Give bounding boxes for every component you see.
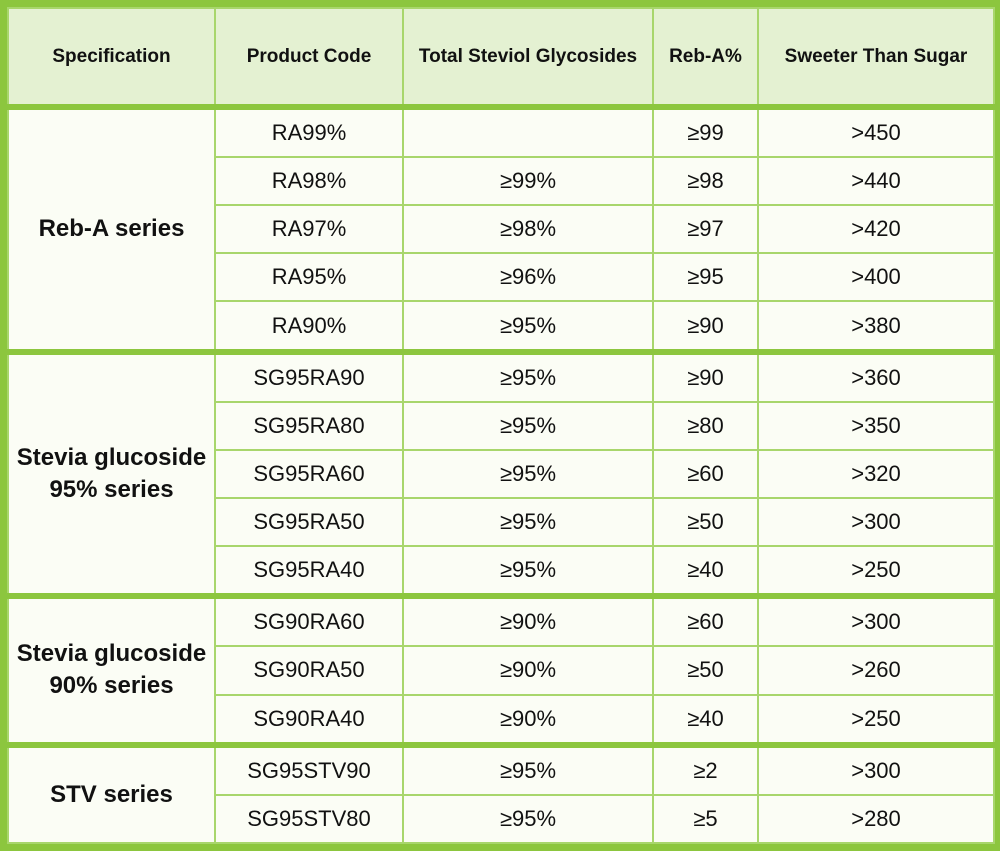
table-row: STV series SG95STV90 ≥95% ≥2 >300 xyxy=(7,741,995,845)
reb-a-percent: ≥50 xyxy=(652,645,759,696)
reb-a-percent: ≥90 xyxy=(652,300,759,353)
table-row: Stevia glucoside 95% series SG95RA90 ≥95% ≥… xyxy=(7,348,995,598)
product-code: RA98% xyxy=(214,156,404,207)
sweetness: >280 xyxy=(757,793,995,845)
total-steviol-glycosides: ≥99% xyxy=(402,156,654,207)
table-row: SG90RA40 ≥90% ≥40 >250 xyxy=(8,693,995,746)
reb-a-percent: ≥80 xyxy=(652,400,759,451)
total-steviol-glycosides: ≥95% xyxy=(402,793,654,845)
product-code: RA97% xyxy=(214,204,404,255)
series-label: STV series xyxy=(7,741,216,845)
table-row: Stevia glucoside 90% series SG90RA60 ≥90% ≥… xyxy=(7,593,995,746)
total-steviol-glycosides: ≥95% xyxy=(402,497,654,548)
total-steviol-glycosides: ≥95% xyxy=(402,400,654,451)
total-steviol-glycosides: ≥95% xyxy=(402,448,654,500)
sweetness: >320 xyxy=(757,448,995,500)
total-steviol-glycosides: ≥90% xyxy=(402,693,654,746)
header-row: Specification Product Code Total Steviol G… xyxy=(7,7,995,108)
product-code: SG90RA60 xyxy=(214,593,404,648)
reb-a-percent: ≥99 xyxy=(652,103,759,159)
sweetness: >450 xyxy=(757,103,995,159)
series-label: Stevia glucoside 90% series xyxy=(7,593,216,746)
table-row: SG95RA50 ≥95% ≥50 >300 xyxy=(8,497,995,548)
product-code: SG95RA60 xyxy=(214,448,404,500)
product-code: SG90RA40 xyxy=(214,693,404,746)
reb-a-percent: ≥90 xyxy=(652,348,759,403)
total-steviol-glycosides: ≥95% xyxy=(402,545,654,598)
table-row: SG95RA60 ≥95% ≥60 >320 xyxy=(8,448,995,500)
header-cell: Sweeter Than Sugar xyxy=(757,7,995,108)
sweetness: >420 xyxy=(757,204,995,255)
table-row: SG95RA40 ≥95% ≥40 >250 xyxy=(8,545,995,598)
sweetness: >400 xyxy=(757,252,995,303)
table-row: Reb-A series RA99% ≥99 >450 xyxy=(7,103,995,353)
header-cell: Specification xyxy=(7,7,216,108)
reb-a-percent: ≥60 xyxy=(652,448,759,500)
table-row: RA98% ≥99% ≥98 >440 xyxy=(8,156,995,207)
table-row: SG90RA50 ≥90% ≥50 >260 xyxy=(8,645,995,696)
product-code: SG95RA40 xyxy=(214,545,404,598)
table-row: RA90% ≥95% ≥90 >380 xyxy=(8,300,995,353)
total-steviol-glycosides: ≥95% xyxy=(402,348,654,403)
product-code: SG95RA50 xyxy=(214,497,404,548)
reb-a-percent: ≥2 xyxy=(652,741,759,796)
product-code: RA95% xyxy=(214,252,404,303)
product-code: SG95RA80 xyxy=(214,400,404,451)
header-cell: Total Steviol Glycosides xyxy=(402,7,654,108)
empty-cell xyxy=(402,103,654,159)
sweetness: >250 xyxy=(757,545,995,598)
sweetness: >300 xyxy=(757,741,995,796)
total-steviol-glycosides: ≥98% xyxy=(402,204,654,255)
reb-a-percent: ≥40 xyxy=(652,545,759,598)
product-code: SG90RA50 xyxy=(214,645,404,696)
sweetness: >380 xyxy=(757,300,995,353)
sweetness: >350 xyxy=(757,400,995,451)
total-steviol-glycosides: ≥90% xyxy=(402,645,654,696)
product-code: SG95STV80 xyxy=(214,793,404,845)
spec-table: Specification Product Code Total Steviol G… xyxy=(7,7,995,845)
table-row: RA97% ≥98% ≥97 >420 xyxy=(8,204,995,255)
reb-a-percent: ≥50 xyxy=(652,497,759,548)
reb-a-percent: ≥95 xyxy=(652,252,759,303)
total-steviol-glycosides: ≥95% xyxy=(402,300,654,353)
table-row: SG95STV80 ≥95% ≥5 >280 xyxy=(8,793,995,845)
product-code: RA99% xyxy=(214,103,404,159)
product-code: SG95STV90 xyxy=(214,741,404,796)
table-row: RA95% ≥96% ≥95 >400 xyxy=(8,252,995,303)
sweetness: >440 xyxy=(757,156,995,207)
sweetness: >260 xyxy=(757,645,995,696)
header-cell: Product Code xyxy=(214,7,404,108)
sweetness: >300 xyxy=(757,593,995,648)
product-code: RA90% xyxy=(214,300,404,353)
reb-a-percent: ≥97 xyxy=(652,204,759,255)
header-cell: Reb-A% xyxy=(652,7,759,108)
reb-a-percent: ≥40 xyxy=(652,693,759,746)
sweetness: >360 xyxy=(757,348,995,403)
reb-a-percent: ≥5 xyxy=(652,793,759,845)
series-label: Reb-A series xyxy=(7,104,216,353)
series-label: Stevia glucoside 95% series xyxy=(7,348,216,598)
reb-a-percent: ≥98 xyxy=(652,156,759,207)
total-steviol-glycosides: ≥95% xyxy=(402,741,654,796)
table-row: SG95RA80 ≥95% ≥80 >350 xyxy=(8,400,995,451)
sweetness: >250 xyxy=(757,693,995,746)
total-steviol-glycosides: ≥90% xyxy=(402,593,654,648)
reb-a-percent: ≥60 xyxy=(652,593,759,648)
total-steviol-glycosides: ≥96% xyxy=(402,252,654,303)
sweetness: >300 xyxy=(757,497,995,548)
product-code: SG95RA90 xyxy=(214,348,404,403)
